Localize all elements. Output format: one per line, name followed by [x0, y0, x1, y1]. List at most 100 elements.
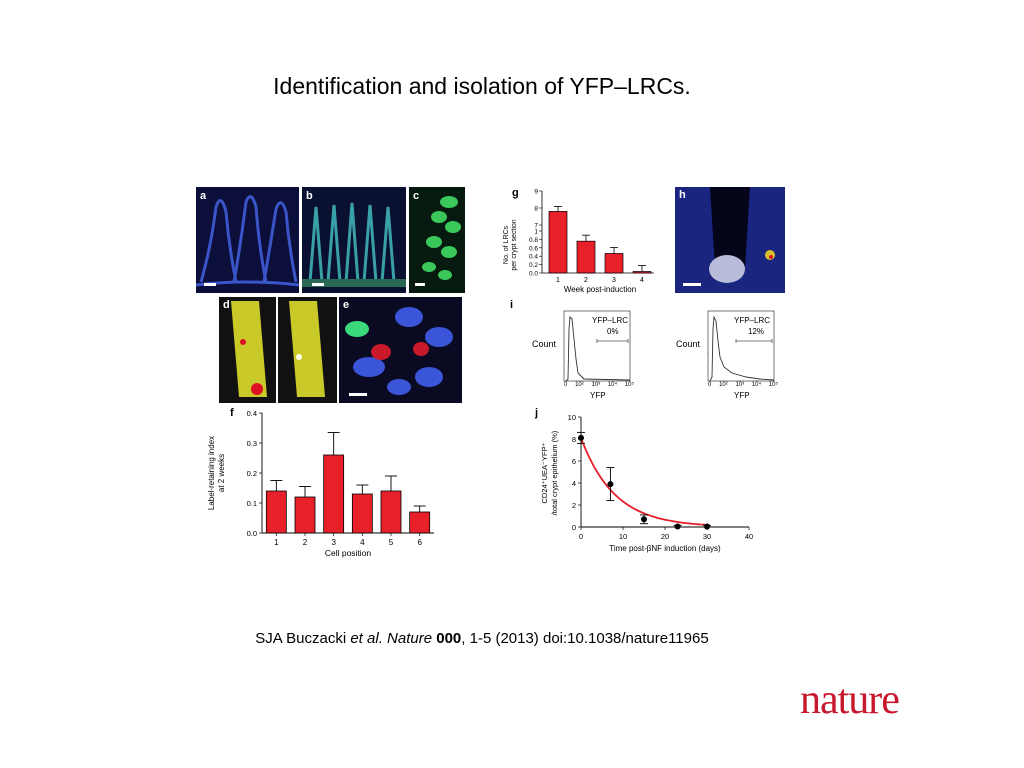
- slide-title: Identification and isolation of YFP–LRCs…: [273, 73, 691, 99]
- x-tick-label: 5: [389, 538, 394, 547]
- x-tick: 10⁵: [624, 382, 634, 388]
- bar: [294, 496, 316, 534]
- bar: [380, 490, 402, 534]
- x-tick-label: 2: [584, 277, 588, 284]
- bar: [548, 211, 568, 274]
- y-tick-label: 0.8: [529, 237, 538, 244]
- x-tick-label: 3: [612, 277, 616, 284]
- x-tick: 10⁴: [607, 382, 618, 388]
- histogram-right: [707, 310, 775, 382]
- x-tick: 10⁵: [768, 382, 778, 388]
- x-tick-label: 30: [703, 532, 711, 541]
- x-tick-label: 1: [274, 538, 279, 547]
- crypt-image-c: [409, 187, 465, 293]
- gate-pct-right: 12%: [748, 327, 765, 336]
- count-label-right: Count: [676, 339, 701, 349]
- micrograph-panel-e: e: [339, 297, 462, 403]
- panel-label-a: a: [200, 190, 207, 202]
- micrograph-panel-c: c: [409, 187, 465, 293]
- y-axis-label: per crypt section: [511, 219, 518, 270]
- chart-f: f 0.0 0.1 0.2 0.3 0.4 1 2 3 4 5 6 Cell position Labe…: [200, 405, 440, 565]
- x-axis-label: Cell position: [325, 548, 372, 558]
- y-tick-label: 9: [534, 189, 538, 196]
- flow-panel-i: i Count YFP–LRC 0% 0 10² 10³ 10⁴ 10⁵ YFP…: [508, 297, 798, 403]
- villi-image-b: [302, 187, 406, 293]
- citation-rest: , 1-5 (2013) doi:10.1038/nature11965: [461, 630, 709, 647]
- y-axis-label: /total crypt epithelium (%): [550, 430, 559, 515]
- gate-pct-left: 0%: [607, 327, 619, 336]
- x-tick-label: 0: [579, 532, 583, 541]
- y-tick-label: 1: [534, 229, 538, 236]
- y-axis-label: No. of LRCs: [503, 225, 510, 264]
- x-tick-label: 40: [745, 532, 753, 541]
- y-tick-label: 0.6: [529, 245, 538, 252]
- bar: [409, 511, 431, 534]
- bar: [351, 493, 373, 534]
- gate-label-right: YFP–LRC: [734, 316, 771, 325]
- x-tick: 10³: [735, 382, 745, 388]
- bar-chart-f: 0.0 0.1 0.2 0.3 0.4 1 2 3 4 5 6 Cell position Label-…: [207, 409, 434, 558]
- data-point: [704, 523, 710, 530]
- bar: [576, 240, 596, 274]
- x-ticks-right: 0 10² 10³ 10⁴ 10⁵: [708, 382, 778, 392]
- y-axis-label: at 2 weeks: [217, 454, 226, 492]
- x-tick: 10²: [575, 382, 584, 388]
- panel-label-f: f: [230, 407, 234, 419]
- micrograph-panel-d: d: [219, 297, 337, 403]
- x-tick-label: 1: [556, 277, 560, 284]
- crypt-render-d: [219, 297, 337, 403]
- villi-image-a: [196, 187, 299, 293]
- flow-histogram-left: Count YFP–LRC 0% 0 10² 10³ 10⁴ 10⁵ YFP: [532, 309, 647, 400]
- x-tick-label: 4: [640, 277, 644, 284]
- panel-label-c: c: [413, 190, 420, 202]
- y-tick-label: 0.2: [247, 469, 257, 478]
- y-axis-label: CD24⁺UEA⁻YFP⁺: [540, 442, 549, 503]
- micrograph-panel-b: b: [302, 187, 406, 293]
- data-point: [641, 516, 647, 523]
- x-tick: 0: [564, 382, 568, 388]
- x-axis-label: Time post-βNF induction (days): [609, 544, 721, 553]
- y-tick-label: 2: [572, 501, 576, 510]
- nature-logo: nature: [800, 677, 900, 723]
- x-tick-label: 20: [661, 532, 669, 541]
- y-tick-label: 0.0: [529, 271, 538, 278]
- y-tick-label: 0.1: [247, 499, 257, 508]
- panel-label-e: e: [343, 299, 350, 311]
- y-tick-label: 0.4: [247, 409, 257, 418]
- citation-journal: Nature: [382, 630, 437, 647]
- y-tick-label: 0.2: [529, 262, 538, 269]
- x-tick: 10²: [719, 382, 728, 388]
- crypt-image-e: [339, 297, 462, 403]
- data-point: [607, 481, 614, 488]
- x-label-right: YFP: [734, 391, 750, 400]
- x-tick-label: 4: [360, 538, 365, 547]
- bar: [604, 253, 624, 274]
- y-tick-label: 0.4: [529, 254, 538, 261]
- y-tick-label: 8: [572, 435, 576, 444]
- chart-g: g 0.0 0.2 0.4 0.6 0.8 1 7 8 9 1 2 3 4 Week post-induc…: [494, 187, 664, 299]
- x-ticks-left: 0 10² 10³ 10⁴ 10⁵: [564, 382, 634, 392]
- data-point: [674, 523, 681, 530]
- x-tick: 10³: [591, 382, 601, 388]
- bar: [632, 271, 652, 274]
- citation-etal: et al.: [350, 630, 383, 647]
- x-tick: 10⁴: [751, 382, 762, 388]
- y-tick-label: 0: [572, 523, 576, 532]
- x-tick-label: 10: [619, 532, 627, 541]
- x-tick-label: 3: [331, 538, 336, 547]
- panel-label-i: i: [510, 299, 514, 311]
- bar: [323, 454, 345, 534]
- citation-volume: 000: [436, 630, 462, 647]
- y-axis-label: Label-retaining index: [207, 436, 216, 510]
- panel-label-h: h: [679, 189, 686, 201]
- y-tick-label: 8: [534, 206, 538, 213]
- bar: [265, 490, 287, 534]
- micrograph-panel-h: h: [675, 187, 785, 293]
- panel-label-j: j: [535, 407, 539, 419]
- count-label-left: Count: [532, 339, 557, 349]
- scatter-chart-j: 0 2 4 6 8 10 0 10 20 30 40 Time post-βNF induction …: [540, 413, 753, 553]
- crypt-image-h: [675, 187, 785, 293]
- histogram-left: [563, 310, 631, 382]
- citation: SJA Buczacki et al. Nature 000, 1-5 (201…: [0, 630, 964, 647]
